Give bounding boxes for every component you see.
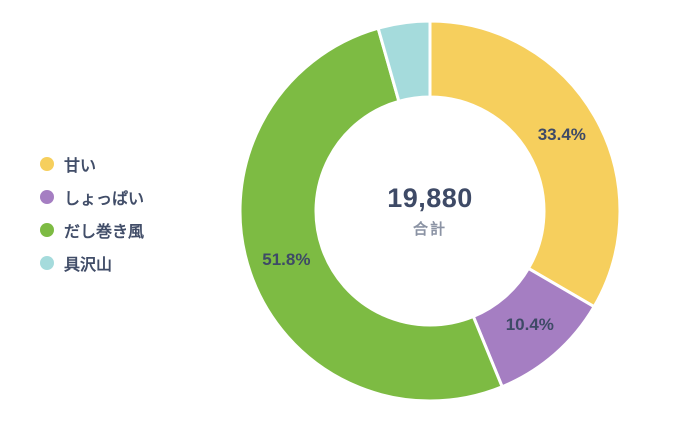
legend-label: 具沢山	[64, 257, 113, 274]
legend-swatch-icon	[40, 157, 54, 171]
pie-segment[interactable]	[238, 26, 504, 403]
legend-swatch-icon	[40, 223, 54, 237]
segment-percent-label: 33.4%	[538, 125, 586, 144]
segment-percent-label: 10.4%	[506, 315, 554, 334]
legend: 甘いしょっぱいだし巻き風具沢山	[40, 152, 144, 275]
legend-item[interactable]: 甘い	[40, 152, 144, 176]
legend-label: しょっぱい	[64, 191, 145, 208]
legend-label: 甘い	[64, 158, 97, 175]
legend-item[interactable]: だし巻き風	[40, 218, 144, 242]
legend-swatch-icon	[40, 256, 54, 270]
legend-item[interactable]: しょっぱい	[40, 185, 144, 209]
legend-item[interactable]: 具沢山	[40, 251, 144, 275]
segment-percent-label: 51.8%	[262, 250, 310, 269]
legend-label: だし巻き風	[64, 224, 145, 241]
pie-segment[interactable]	[428, 19, 622, 309]
pie-segment[interactable]	[376, 19, 432, 103]
legend-swatch-icon	[40, 190, 54, 204]
